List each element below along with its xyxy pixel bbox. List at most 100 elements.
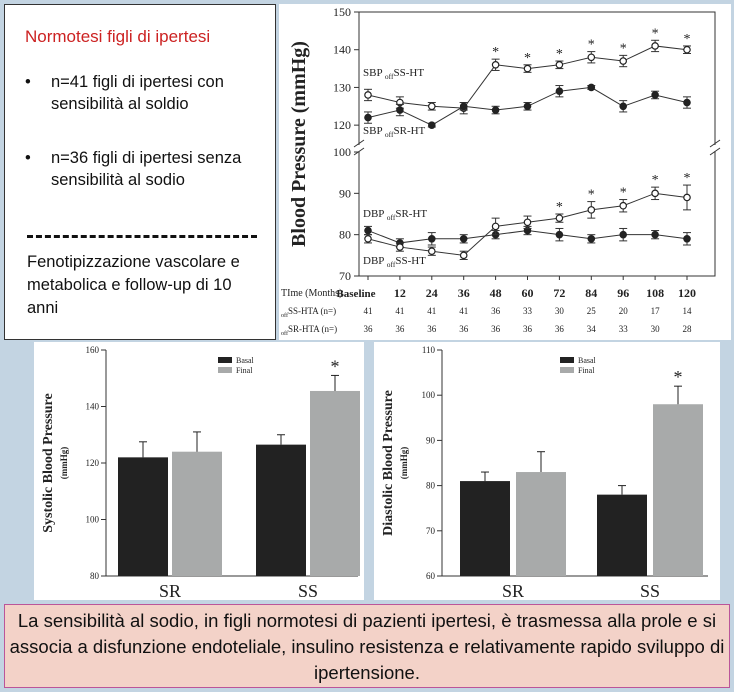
table-cell: 36: [395, 324, 405, 334]
x-tick-label: 24: [426, 286, 438, 300]
data-point: [587, 83, 596, 92]
data-point: [459, 251, 468, 260]
significance-star: *: [652, 173, 659, 188]
significance-star: *: [674, 367, 683, 387]
data-point: [491, 60, 500, 69]
legend-swatch: [560, 357, 574, 363]
data-point: [555, 214, 564, 222]
y-tick-label: 60: [426, 571, 436, 581]
legend-label: Basal: [578, 356, 597, 365]
significance-star: *: [652, 26, 659, 41]
y-tick-label: 90: [339, 186, 351, 200]
legend-swatch: [218, 367, 232, 373]
bar: [310, 390, 360, 576]
table-cell: 41: [395, 306, 404, 316]
table-cell: 41: [427, 306, 436, 316]
data-point: [364, 91, 372, 99]
table-cell: 17: [651, 306, 661, 316]
axis-break-mark: [353, 139, 365, 148]
info-panel: Normotesi figli di ipertesi • n=41 figli…: [4, 4, 276, 340]
data-point: [651, 230, 659, 239]
data-point: [555, 87, 564, 96]
table-header: TIme (Months): [281, 288, 342, 299]
data-point: [396, 243, 404, 251]
data-point: [428, 102, 436, 111]
bar: [172, 451, 222, 576]
conclusion-text: La sensibilità al sodio, in figli normot…: [9, 610, 725, 683]
data-point: [619, 57, 628, 65]
bp-line-chart: Blood Pressure (mmHg) 120 130 140 150 70 80 90 1…: [281, 5, 721, 337]
table-cell: 14: [683, 306, 693, 316]
y-tick-label: 90: [426, 435, 436, 445]
bar: [460, 481, 510, 576]
bar: [256, 444, 306, 576]
data-point: [428, 247, 436, 256]
legend-label: Final: [578, 366, 595, 375]
data-point: [619, 102, 628, 111]
axis-break-mark: [709, 139, 721, 148]
table-cell: 36: [364, 324, 374, 334]
category-label: SR: [502, 581, 524, 600]
table-cell: 25: [587, 306, 597, 316]
data-point: [555, 230, 564, 239]
systolic-bar-chart-panel: 80 100 120 140 160 Basal Final SR * SS Systolic Bl…: [34, 342, 364, 601]
series-label: SBP offSR-HT: [363, 125, 426, 139]
data-point: [364, 226, 372, 235]
significance-star: *: [684, 171, 691, 186]
x-tick-label: 72: [553, 286, 565, 300]
table-cell: 36: [555, 324, 565, 334]
bullet-symbol: •: [25, 149, 31, 167]
significance-star: *: [492, 45, 499, 60]
bullet-text: n=41 figli di ipertesi con sensibilità a…: [51, 73, 224, 113]
data-point: [523, 64, 532, 73]
y-tick-label: 70: [426, 526, 436, 536]
table-row-label: offSS-HTA (n=): [281, 306, 336, 319]
data-point: [619, 230, 628, 239]
x-tick-label: 84: [585, 286, 597, 300]
y-tick-label: 150: [333, 5, 351, 19]
significance-star: *: [556, 47, 563, 62]
category-label: SS: [298, 581, 318, 600]
data-point: [683, 193, 691, 202]
table-cell: 41: [459, 306, 468, 316]
phenotyping-text: Fenotipizzazione vascolare e metabolica …: [27, 253, 240, 317]
data-point: [491, 222, 500, 231]
table-cell: 36: [491, 324, 501, 334]
table-cell: 34: [587, 324, 597, 334]
y-axis-label: Systolic Blood Pressure: [41, 393, 56, 533]
data-point: [428, 121, 436, 129]
legend-label: Basal: [236, 356, 255, 365]
table-cell: 20: [619, 306, 629, 316]
y-tick-label: 100: [422, 390, 436, 400]
y-axis-label: Diastolic Blood Pressure: [381, 390, 396, 536]
table-cell: 30: [555, 306, 565, 316]
legend-swatch: [218, 357, 232, 363]
data-point: [651, 189, 659, 198]
table-cell: 36: [523, 324, 533, 334]
bar: [597, 494, 647, 576]
data-point: [683, 235, 691, 243]
table-cell: 36: [491, 306, 501, 316]
x-tick-label: 96: [617, 286, 629, 300]
diastolic-bar-chart-panel: 60 70 80 90 100 110 Basal Final SR * SS Diastolic B…: [374, 342, 720, 601]
y-tick-label: 70: [339, 269, 351, 283]
plot-frame: [358, 11, 716, 277]
info-title: Normotesi figli di ipertesi: [25, 27, 211, 46]
data-point: [523, 102, 532, 111]
bar: [653, 404, 703, 576]
conclusion-box: La sensibilità al sodio, in figli normot…: [4, 604, 730, 688]
bullet-text: n=36 figli di ipertesi senza sensibilità…: [51, 149, 242, 189]
y-tick-label: 80: [339, 228, 351, 242]
category-label: SR: [159, 581, 181, 600]
table-cell: 33: [523, 306, 533, 316]
axis-break-gap: [353, 145, 721, 151]
x-tick-label: 12: [394, 286, 406, 300]
y-tick-label: 100: [333, 145, 351, 159]
x-tick-label: 60: [522, 286, 534, 300]
y-axis-label: Blood Pressure (mmHg): [288, 41, 310, 247]
data-point: [459, 102, 468, 111]
significance-star: *: [331, 356, 340, 376]
y-tick-label: 100: [86, 515, 100, 525]
data-point: [587, 206, 596, 214]
